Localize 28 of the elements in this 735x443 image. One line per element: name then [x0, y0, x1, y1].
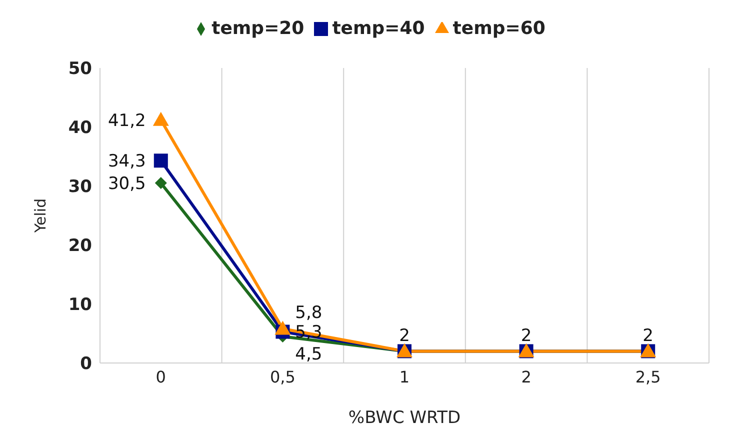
point [274, 320, 291, 335]
y-tick-label: 30 [68, 177, 92, 198]
y-tick-label: 50 [68, 59, 92, 80]
x-tick-label: 0,5 [270, 367, 296, 386]
legend-label: temp=60 [452, 18, 546, 39]
data-label: 34,3 [108, 152, 146, 172]
y-tick-label: 10 [68, 295, 92, 316]
data-label: 5,3 [295, 322, 322, 343]
point [154, 154, 168, 168]
data-label: 5,8 [295, 302, 322, 323]
y-tick-label: 40 [68, 118, 92, 138]
legend-label: temp=20 [212, 18, 304, 39]
x-tick-label: 2,5 [635, 367, 661, 386]
data-label: 2 [520, 326, 532, 346]
x-axis-title: %BWC WRTD [348, 408, 461, 428]
legend-label: temp=40 [332, 18, 425, 39]
point [154, 177, 167, 190]
point [152, 112, 169, 126]
data-label: 2 [642, 326, 654, 346]
data-label: 30,5 [108, 174, 146, 194]
x-tick-label: 1 [399, 367, 410, 386]
data-label: 41,2 [108, 110, 146, 131]
x-tick-label: 0 [156, 367, 166, 386]
data-label: 4,5 [295, 344, 322, 364]
y-axis-title: Yelid [31, 198, 50, 234]
data-label: 2 [399, 326, 410, 346]
y-tick-label: 20 [68, 236, 92, 256]
x-tick-label: 2 [521, 367, 532, 386]
